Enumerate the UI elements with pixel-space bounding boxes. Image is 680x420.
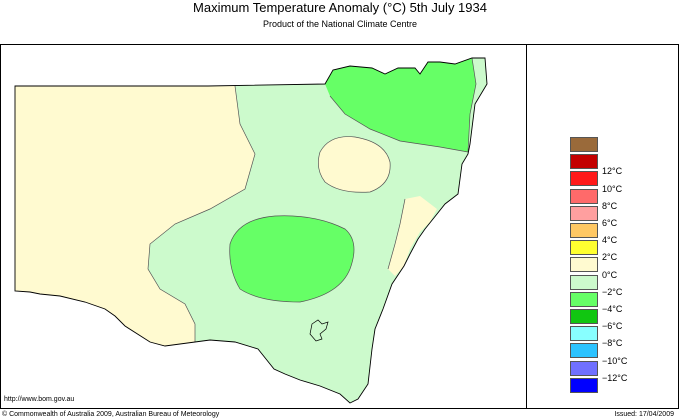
- region-coast-warm: [388, 196, 437, 276]
- legend-label: 12°C: [602, 166, 623, 177]
- legend-label: −12°C: [602, 372, 628, 383]
- contour-west: [147, 85, 256, 342]
- legend-swatch: [570, 188, 598, 204]
- legend-label: −6°C: [602, 321, 623, 332]
- contour-central: [229, 215, 355, 303]
- region-central-cold: [229, 215, 354, 302]
- contour-tablelands: [318, 136, 391, 193]
- region-north-cold: [325, 58, 476, 152]
- legend-label: 8°C: [602, 200, 618, 211]
- legend-label: 2°C: [602, 252, 618, 263]
- region-northeast-cool: [468, 58, 487, 152]
- state-outline: [14, 57, 488, 404]
- legend-label: −10°C: [602, 355, 628, 366]
- legend-label: 0°C: [602, 269, 618, 280]
- nsw-anomaly-map: [14, 57, 488, 404]
- legend-swatch: [570, 377, 598, 393]
- legend-label: 10°C: [602, 183, 623, 194]
- legend-swatch: [570, 137, 598, 152]
- issued-date: Issued: 17/04/2009: [614, 411, 674, 418]
- copyright-text: © Commonwealth of Australia 2009, Austra…: [2, 411, 220, 418]
- legend-swatch: [570, 154, 598, 170]
- legend-label: 6°C: [602, 218, 618, 228]
- legend-label: 4°C: [602, 235, 618, 246]
- legend-swatch: [570, 171, 598, 187]
- map-frame: [0, 44, 679, 409]
- contour-northeast: [467, 57, 477, 153]
- legend-swatch: [570, 343, 598, 359]
- legend-swatch: [570, 240, 598, 256]
- legend-swatch: [570, 257, 598, 273]
- legend-swatch: [570, 205, 598, 221]
- region-lake-outline: [309, 319, 329, 342]
- region-northeast-warm: [318, 136, 391, 193]
- legend-label: −4°C: [602, 304, 623, 314]
- map-subtitle: Product of the National Climate Centre: [262, 19, 418, 29]
- region-west-warm: [15, 86, 255, 346]
- contour-coast: [387, 198, 406, 270]
- legend-label: −8°C: [602, 338, 623, 349]
- legend-divider: [526, 44, 527, 409]
- legend-swatch: [570, 291, 598, 307]
- legend-label: −2°C: [602, 286, 623, 297]
- legend-swatch: [570, 309, 598, 324]
- contour-north: [329, 95, 469, 153]
- legend-swatch: [570, 360, 598, 376]
- source-url: http://www.bom.gov.au: [4, 396, 75, 403]
- legend-swatch: [570, 223, 598, 238]
- legend-swatch: [570, 326, 598, 342]
- map-title: Maximum Temperature Anomaly (°C) 5th Jul…: [193, 0, 487, 15]
- legend-swatch: [570, 274, 598, 290]
